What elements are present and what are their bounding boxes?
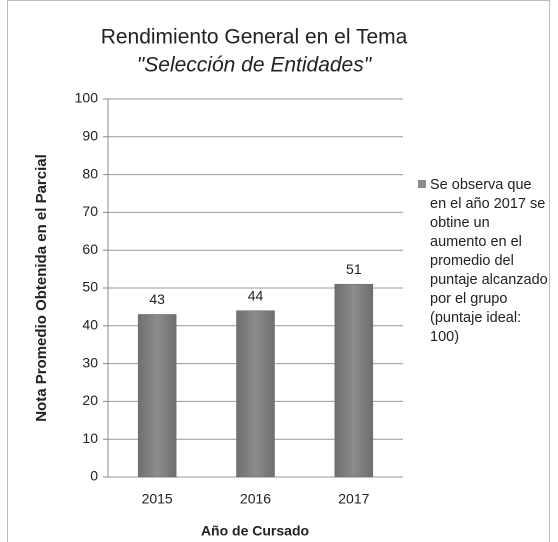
data-label: 51 [346,261,362,277]
y-tick-label: 80 [82,165,98,181]
frame [7,0,550,542]
bar [236,310,275,478]
legend-entry: Se observa que en el año 2017 se obtine … [430,177,548,345]
y-tick-label: 70 [82,203,98,219]
y-tick-label: 0 [90,468,98,484]
y-tick-label: 100 [75,90,99,106]
y-tick-label: 10 [82,430,98,446]
y-tick-label: 20 [82,392,98,408]
data-label: 44 [248,287,264,303]
y-tick-label: 30 [82,354,98,370]
y-tick-label: 40 [82,317,98,333]
y-tick-label: 50 [82,279,98,295]
y-axis-title: Nota Promedio Obtenida en el Parcial [33,154,50,422]
data-label: 43 [149,291,165,307]
x-tick-label: 2017 [338,491,369,507]
bar [334,283,374,478]
legend-swatch [418,180,426,188]
x-tick-label: 2016 [240,491,271,507]
y-tick-label: 60 [82,241,98,257]
chart-subtitle: "Selección de Entidades" [137,54,373,77]
y-tick-label: 90 [82,128,98,144]
chart-title: Rendimiento General en el Tema [101,26,408,49]
x-axis-title: Año de Cursado [201,523,309,539]
x-tick-label: 2015 [142,491,173,507]
bar [137,314,177,478]
